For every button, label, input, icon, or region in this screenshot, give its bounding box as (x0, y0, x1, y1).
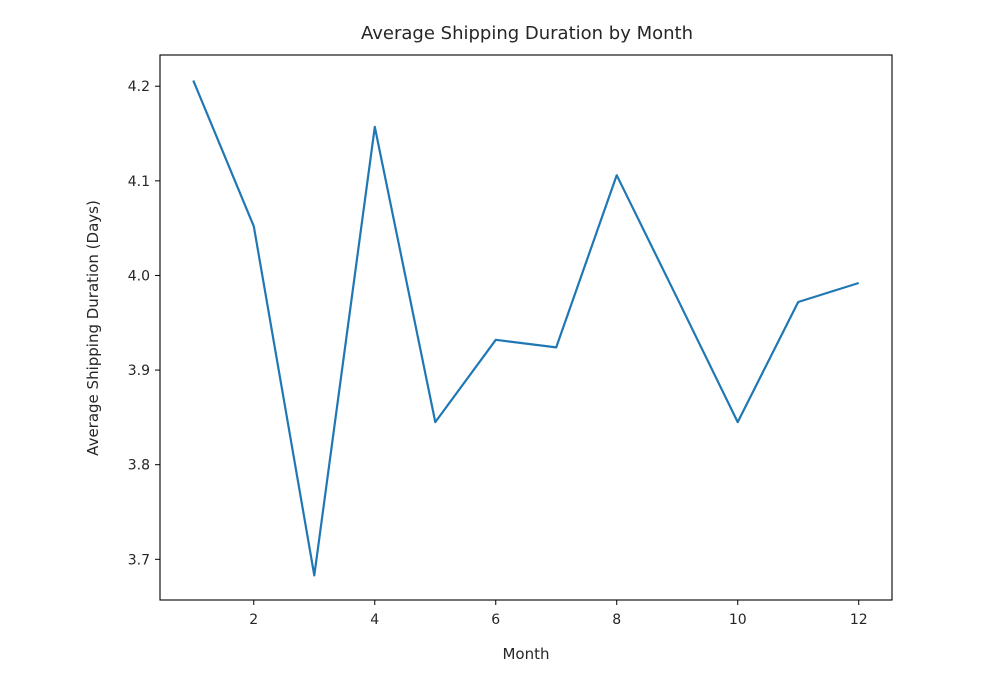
chart-title: Average Shipping Duration by Month (361, 23, 693, 44)
plot-area-frame (159, 54, 893, 601)
y-tick-label: 3.9 (128, 363, 150, 379)
x-axis: 2 4 6 8 10 12 (249, 600, 868, 628)
x-tick-label: 4 (370, 612, 379, 628)
y-tick-label: 3.8 (128, 458, 150, 474)
x-tick-label: 6 (491, 612, 500, 628)
x-tick-label: 12 (850, 612, 868, 628)
y-axis-label: Average Shipping Duration (Days) (84, 200, 102, 456)
series-line (192, 80, 860, 577)
y-axis: 3.7 3.8 3.9 4.0 4.1 4.2 (128, 79, 160, 568)
x-tick-label: 8 (612, 612, 621, 628)
y-tick-label: 4.0 (128, 268, 150, 284)
x-tick-label: 2 (249, 612, 258, 628)
y-tick-label: 4.2 (128, 79, 150, 95)
x-axis-label: Month (502, 645, 549, 663)
y-tick-label: 4.1 (128, 174, 150, 190)
x-tick-label: 10 (729, 612, 747, 628)
y-tick-label: 3.7 (128, 552, 150, 568)
